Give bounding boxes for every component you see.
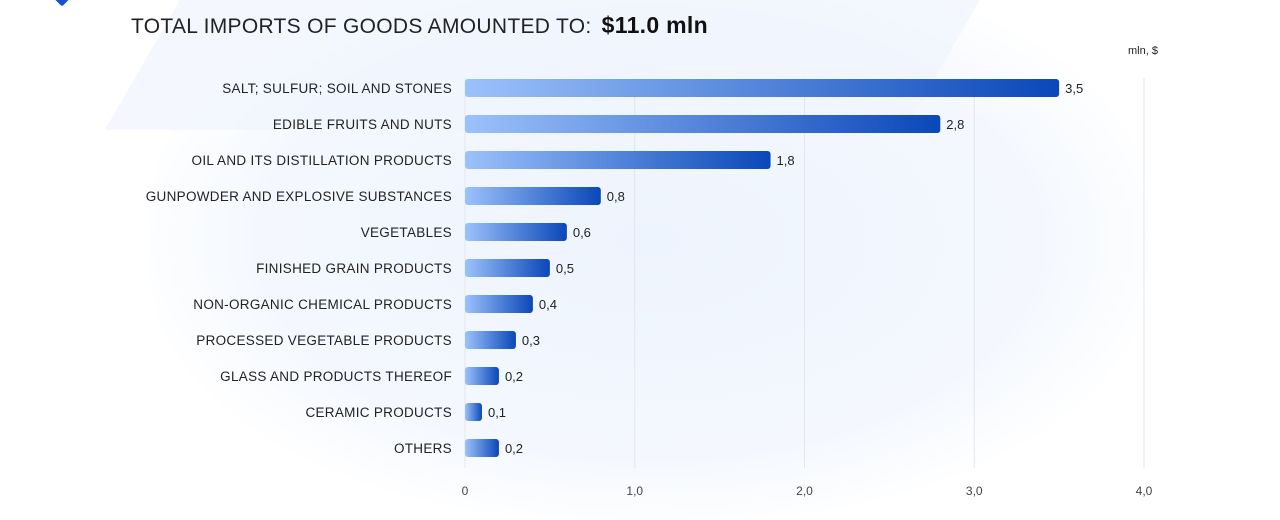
category-label: NON-ORGANIC CHEMICAL PRODUCTS: [193, 297, 452, 312]
value-label: 0,2: [505, 369, 523, 384]
category-label: PROCESSED VEGETABLE PRODUCTS: [196, 333, 452, 348]
x-tick-label: 1,0: [626, 484, 643, 498]
bar: [465, 439, 499, 457]
value-label: 1,8: [777, 153, 795, 168]
category-label: OTHERS: [394, 441, 452, 456]
value-label: 0,6: [573, 225, 591, 240]
bar: [465, 151, 771, 169]
bar: [465, 403, 482, 421]
category-label: SALT; SULFUR; SOIL AND STONES: [222, 81, 452, 96]
title-text: TOTAL IMPORTS OF GOODS AMOUNTED TO:: [131, 15, 592, 38]
value-label: 3,5: [1065, 81, 1083, 96]
value-label: 0,2: [505, 441, 523, 456]
category-label: GLASS AND PRODUCTS THEREOF: [220, 369, 452, 384]
chart-title: TOTAL IMPORTS OF GOODS AMOUNTED TO: $11.…: [131, 12, 708, 39]
category-label: GUNPOWDER AND EXPLOSIVE SUBSTANCES: [146, 189, 452, 204]
bar: [465, 223, 567, 241]
value-label: 2,8: [946, 117, 964, 132]
bar: [465, 367, 499, 385]
category-label: EDIBLE FRUITS AND NUTS: [273, 117, 452, 132]
unit-label: mln, $: [1128, 45, 1158, 57]
x-tick-label: 4,0: [1136, 484, 1153, 498]
value-label: 0,5: [556, 261, 574, 276]
bar: [465, 331, 516, 349]
x-tick-label: 3,0: [966, 484, 983, 498]
value-label: 0,1: [488, 405, 506, 420]
x-tick-label: 2,0: [796, 484, 813, 498]
value-label: 0,3: [522, 333, 540, 348]
title-total: $11.0 mln: [601, 12, 708, 38]
bar: [465, 295, 533, 313]
bar-chart: SALT; SULFUR; SOIL AND STONES 3,5 EDIBLE F…: [146, 78, 1153, 498]
bar: [465, 187, 601, 205]
category-label: OIL AND ITS DISTILLATION PRODUCTS: [192, 153, 452, 168]
bar: [465, 259, 550, 277]
bar: [465, 79, 1060, 97]
value-label: 0,4: [539, 297, 557, 312]
x-tick-label: 0: [462, 484, 469, 498]
category-label: CERAMIC PRODUCTS: [305, 405, 452, 420]
bar: [465, 115, 941, 133]
category-label: VEGETABLES: [361, 225, 452, 240]
category-label: FINISHED GRAIN PRODUCTS: [256, 261, 452, 276]
value-label: 0,8: [607, 189, 625, 204]
